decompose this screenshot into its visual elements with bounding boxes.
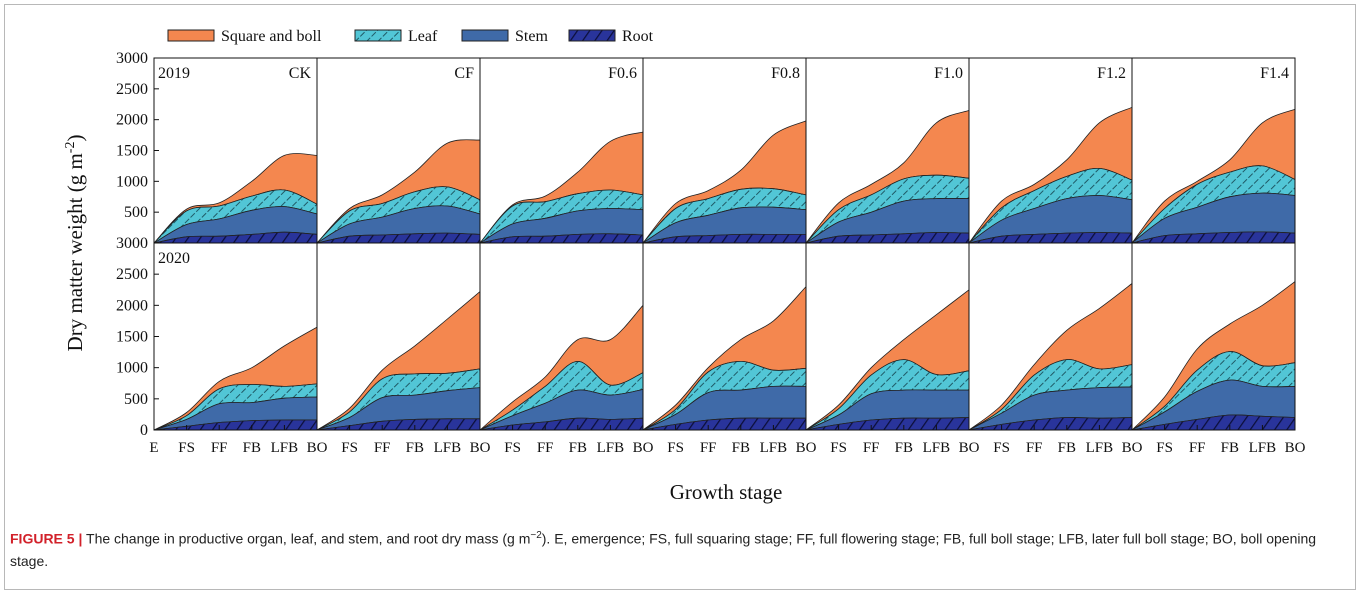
x-tick-label: FB [1058,440,1076,456]
x-tick-label: BO [307,440,328,456]
y-tick-label: 2000 [116,112,148,129]
x-tick-label: LFB [271,440,299,456]
x-tick-label: FB [243,440,261,456]
x-tick-label: FS [830,440,847,456]
caption-text-b: ). E, emergence; FS, full squaring stage… [10,530,1317,569]
chart: Square and boll Leaf Stem Root Dry matte… [63,28,1306,504]
panel-2019-F1.4: F1.4 [1131,57,1296,244]
panel-2019-CF: CF [316,57,481,244]
year-label-2020: 2020 [158,250,190,267]
y-tick-label: 3000 [116,235,148,252]
x-tick-label: FS [993,440,1010,456]
figure-frame [4,4,1356,590]
legend-label-leaf: Leaf [408,28,438,45]
x-tick-label: BO [470,440,491,456]
x-tick-label: FF [700,440,717,456]
panel-label-F1.4: F1.4 [1260,65,1289,82]
x-tick-label: LFB [597,440,625,456]
legend-item-square-boll: Square and boll [167,28,322,45]
panel-2020-CF [316,242,481,431]
panel-2020-F1.0 [805,242,970,431]
x-tick-label: FF [863,440,880,456]
y-tick-label: 2000 [116,297,148,314]
x-tick-label: LFB [760,440,788,456]
x-tick-label: FF [211,440,228,456]
y-tick-label: 1500 [116,143,148,160]
x-tick-label: BO [1285,440,1306,456]
panel-2020-F1.4 [1131,242,1296,431]
panel-2020-F0.6 [479,242,644,431]
panel-border-2020-F1.4 [1131,242,1296,431]
y-tick-label: 0 [140,422,148,439]
y-tick-label: 1500 [116,329,148,346]
x-axis-title: Growth stage [670,480,783,504]
y-tick-label: 500 [124,204,148,221]
x-tick-label: BO [633,440,654,456]
figure-caption: FIGURE 5 | The change in productive orga… [10,525,1340,572]
legend-label-root: Root [622,28,654,45]
chart-panels: CK CF F0.6 F0.8 F1.0 F1.2 F1.4 2019 2020 [153,57,1296,431]
caption-superscript: −2 [530,530,542,541]
panel-2019-F1.2: F1.2 [968,57,1133,244]
x-axis-ticks: E FS FF FB LFB BO FS FF FB LFB BO FS FF FB LFB BO FS FF FB… [149,425,1306,456]
panel-label-CK: CK [289,65,312,82]
legend-label-stem: Stem [515,28,548,45]
x-tick-label: LFB [434,440,462,456]
panel-label-F1.2: F1.2 [1097,65,1126,82]
y-tick-label: 2500 [116,81,148,98]
panel-2019-F0.8: F0.8 [642,57,807,244]
legend-item-stem: Stem [461,28,548,45]
y-axis-ticks: 3000 2500 2000 1500 1000 500 3000 2500 2000 1500 1… [116,50,159,439]
x-tick-label: FS [667,440,684,456]
panel-2020-CK [153,242,318,431]
x-tick-label: FS [1156,440,1173,456]
x-tick-label: FS [341,440,358,456]
panel-2019-CK: CK [153,57,318,244]
x-tick-label: LFB [1086,440,1114,456]
legend-item-root: Root [568,28,654,45]
x-tick-label: LFB [1249,440,1277,456]
x-tick-label: BO [959,440,980,456]
panel-2019-F0.6: F0.6 [479,57,644,244]
x-tick-label: FB [1221,440,1239,456]
x-tick-label: FB [406,440,424,456]
x-tick-label: FF [1189,440,1206,456]
x-tick-label: FF [537,440,554,456]
panel-2019-F1.0: F1.0 [805,57,970,244]
y-axis-title: Dry matter weight (g m-2) [63,135,87,352]
year-label-2019: 2019 [158,65,190,82]
legend-item-leaf: Leaf [354,28,438,45]
x-tick-label: FS [504,440,521,456]
y-tick-label: 1000 [116,173,148,190]
x-tick-label: FB [895,440,913,456]
panel-label-F0.8: F0.8 [771,65,800,82]
caption-label: FIGURE 5 | [10,530,83,547]
x-tick-label: FB [569,440,587,456]
legend-label-square-boll: Square and boll [221,28,322,45]
panel-label-F0.6: F0.6 [608,65,637,82]
x-tick-label: FS [178,440,195,456]
y-tick-label: 3000 [116,50,148,67]
y-tick-label: 500 [124,391,148,408]
x-tick-label: FF [1026,440,1043,456]
y-tick-label: 1000 [116,360,148,377]
x-tick-label: BO [796,440,817,456]
panel-2020-F1.2 [968,242,1133,431]
x-tick-label: BO [1122,440,1143,456]
x-tick-label: FB [732,440,750,456]
x-tick-label: FF [374,440,391,456]
legend: Square and boll Leaf Stem Root [167,28,654,45]
y-tick-label: 2500 [116,266,148,283]
x-tick-label: LFB [923,440,951,456]
panel-label-F1.0: F1.0 [934,65,963,82]
caption-text-a: The change in productive organ, leaf, an… [82,530,531,547]
panel-label-CF: CF [454,65,474,82]
panel-2020-F0.8 [642,242,807,431]
x-tick-label: E [149,440,158,456]
